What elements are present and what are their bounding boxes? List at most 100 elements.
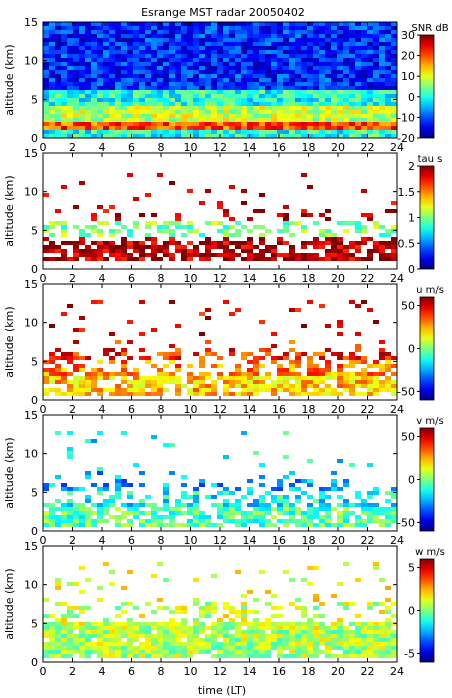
heatmap-cell	[265, 126, 271, 130]
heatmap-cell	[43, 114, 49, 118]
heatmap-cell	[229, 507, 235, 511]
heatmap-cell	[283, 225, 289, 229]
heatmap-cell	[313, 523, 319, 527]
heatmap-cell	[355, 384, 361, 388]
y-tick-label: 5	[31, 224, 38, 237]
heatmap-cell	[283, 626, 289, 630]
heatmap-cell	[103, 54, 109, 58]
heatmap-cell	[43, 38, 49, 42]
heatmap-cell	[235, 90, 241, 94]
heatmap-cell	[97, 58, 103, 62]
heatmap-cell	[43, 614, 49, 618]
heatmap-cell	[307, 376, 313, 380]
heatmap-cell	[289, 340, 295, 344]
heatmap-cell	[271, 38, 277, 42]
heatmap-cell	[307, 654, 313, 658]
heatmap-cell	[349, 376, 355, 380]
heatmap-cell	[247, 118, 253, 122]
heatmap-cell	[277, 50, 283, 54]
heatmap-cell	[355, 578, 361, 582]
heatmap-cell	[217, 253, 223, 257]
heatmap-cell	[199, 201, 205, 205]
heatmap-cell	[223, 213, 229, 217]
heatmap-cell	[61, 630, 67, 634]
heatmap-cell	[217, 483, 223, 487]
heatmap-cell	[205, 249, 211, 253]
heatmap-cell	[133, 50, 139, 54]
heatmap-cell	[49, 483, 55, 487]
heatmap-cell	[163, 54, 169, 58]
heatmap-cell	[253, 86, 259, 90]
heatmap-cell	[391, 225, 397, 229]
heatmap-cell	[313, 106, 319, 110]
heatmap-cell	[61, 602, 67, 606]
heatmap-cell	[145, 511, 151, 515]
heatmap-cell	[229, 50, 235, 54]
heatmap-cell	[85, 26, 91, 30]
heatmap-cell	[217, 26, 223, 30]
heatmap-cell	[289, 308, 295, 312]
heatmap-cell	[127, 134, 133, 138]
heatmap-cell	[163, 483, 169, 487]
heatmap-cell	[103, 245, 109, 249]
heatmap-cell	[229, 118, 235, 122]
heatmap-cell	[85, 372, 91, 376]
heatmap-cell	[85, 58, 91, 62]
heatmap-cell	[355, 134, 361, 138]
heatmap-cell	[55, 122, 61, 126]
heatmap-cell	[373, 360, 379, 364]
heatmap-cell	[157, 102, 163, 106]
heatmap-cell	[349, 134, 355, 138]
heatmap-cell	[361, 78, 367, 82]
heatmap-cell	[295, 598, 301, 602]
heatmap-cell	[367, 388, 373, 392]
heatmap-cell	[145, 70, 151, 74]
heatmap-cell	[187, 388, 193, 392]
heatmap-cell	[151, 249, 157, 253]
heatmap-cell	[331, 626, 337, 630]
heatmap-cell	[295, 308, 301, 312]
heatmap-cell	[271, 515, 277, 519]
heatmap-cell	[217, 114, 223, 118]
heatmap-cell	[343, 229, 349, 233]
heatmap-cells	[43, 300, 397, 396]
heatmap-cell	[127, 570, 133, 574]
heatmap-cell	[157, 22, 163, 26]
heatmap-cell	[187, 126, 193, 130]
heatmap-cell	[79, 356, 85, 360]
heatmap-cell	[133, 114, 139, 118]
y-tick-label: 10	[24, 448, 38, 461]
heatmap-cell	[151, 26, 157, 30]
heatmap-cell	[199, 26, 205, 30]
heatmap-cell	[337, 638, 343, 642]
heatmap-cell	[109, 42, 115, 46]
heatmap-cell	[109, 570, 115, 574]
heatmap-cell	[349, 90, 355, 94]
heatmap-cell	[307, 253, 313, 257]
heatmap-cell	[337, 320, 343, 324]
heatmap-cell	[109, 582, 115, 586]
heatmap-cell	[391, 62, 397, 66]
heatmap-cell	[217, 229, 223, 233]
heatmap-cell	[133, 94, 139, 98]
heatmap-cell	[373, 642, 379, 646]
heatmap-cell	[139, 392, 145, 396]
x-tick-label: 10	[184, 534, 198, 547]
heatmap-cell	[289, 646, 295, 650]
heatmap-cell	[373, 70, 379, 74]
heatmap-cell	[157, 78, 163, 82]
heatmap-cell	[289, 46, 295, 50]
heatmap-cell	[61, 312, 67, 316]
heatmap-cell	[157, 130, 163, 134]
heatmap-cell	[319, 626, 325, 630]
heatmap-cell	[349, 62, 355, 66]
heatmap-cell	[289, 126, 295, 130]
heatmap-cell	[211, 94, 217, 98]
heatmap-cell	[169, 443, 175, 447]
heatmap-cell	[193, 380, 199, 384]
heatmap-cell	[109, 130, 115, 134]
heatmap-cell	[181, 118, 187, 122]
heatmap-cell	[43, 634, 49, 638]
heatmap-cell	[247, 392, 253, 396]
